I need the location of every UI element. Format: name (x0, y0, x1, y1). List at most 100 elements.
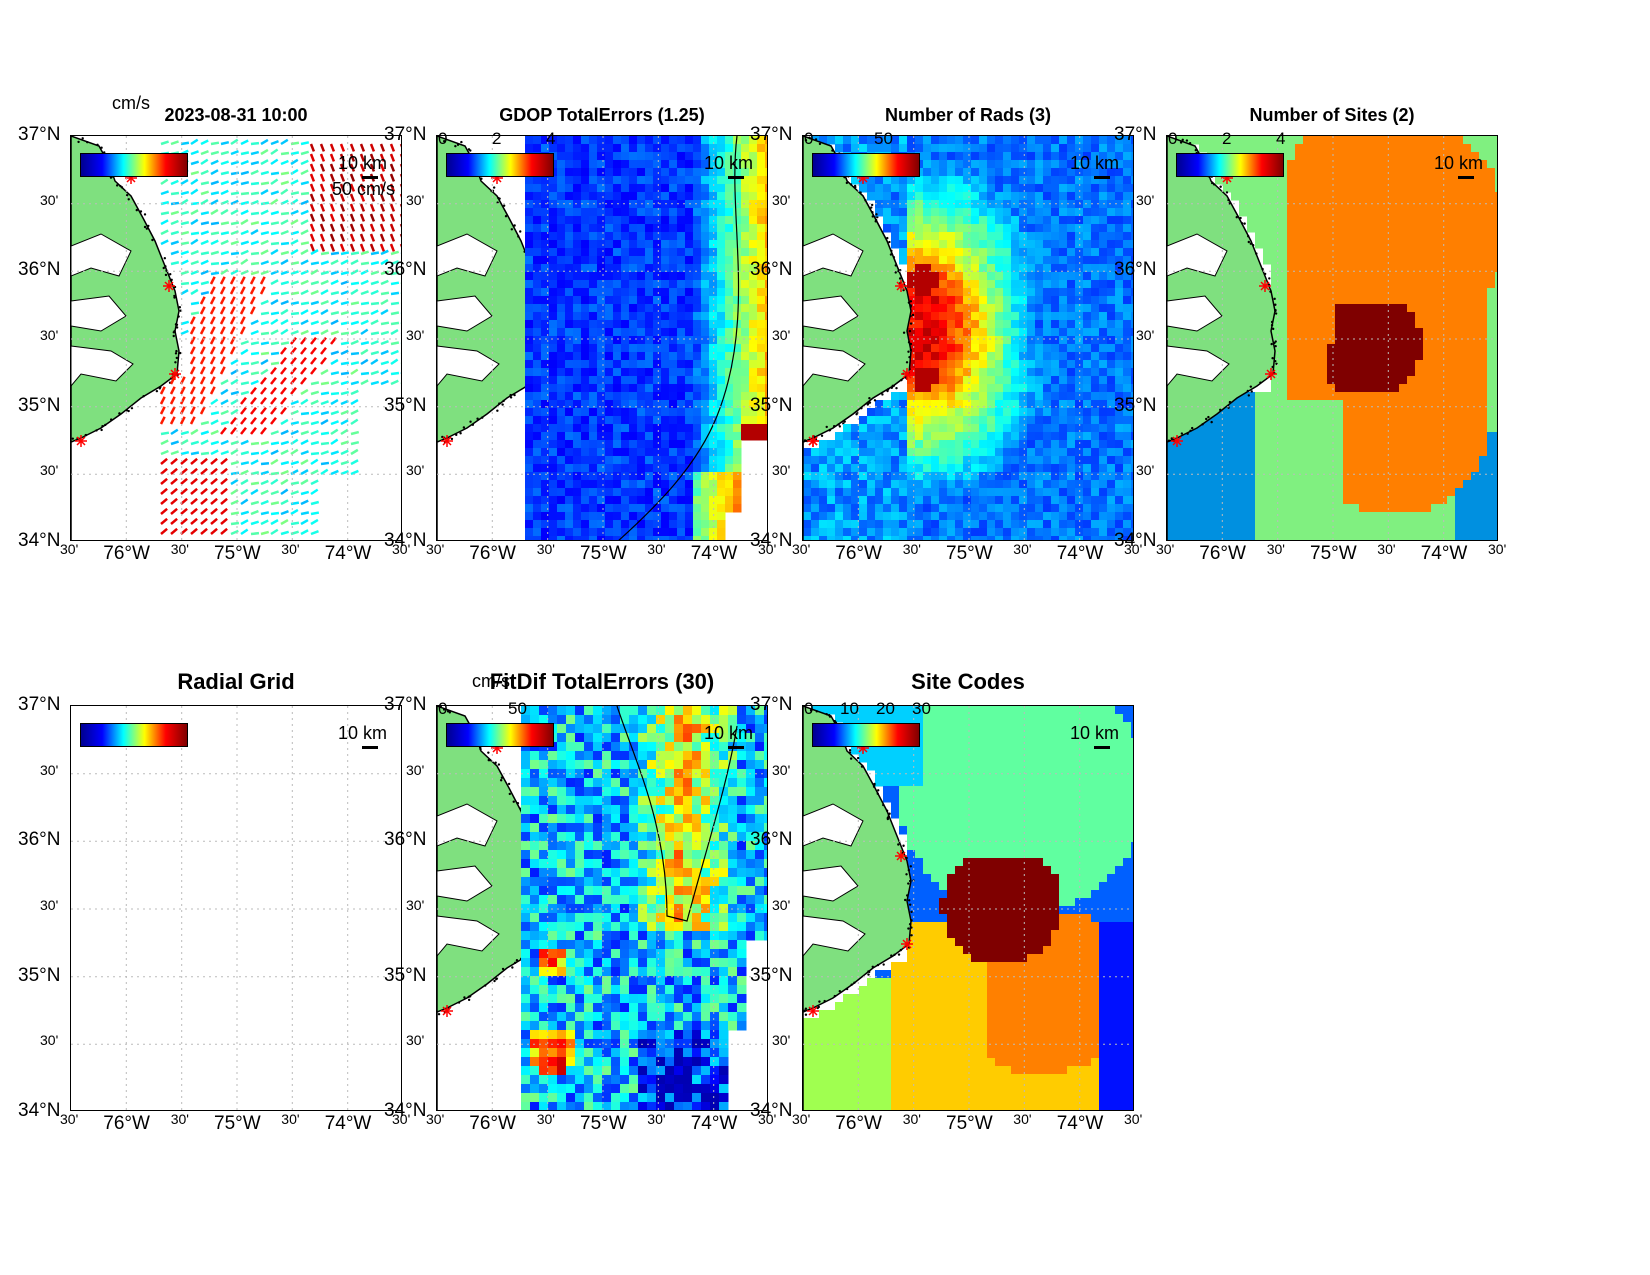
field-cell (883, 416, 892, 425)
field-cell (1003, 360, 1012, 369)
field-cell (1043, 384, 1052, 393)
field-cell (1011, 336, 1020, 345)
field-cell (1083, 448, 1092, 457)
field-cell (1019, 328, 1028, 337)
field-cell (605, 328, 614, 337)
field-cell (749, 368, 758, 377)
field-cell (605, 504, 614, 513)
field-cell (565, 360, 574, 369)
field-cell (533, 344, 542, 353)
field-cell (1375, 144, 1384, 153)
field-cell (1415, 144, 1424, 153)
velocity-arrow (280, 328, 289, 336)
field-cell (1083, 456, 1092, 465)
field-cell (589, 368, 598, 377)
field-cell (1011, 288, 1020, 297)
field-cell (891, 208, 900, 217)
field-cell (843, 440, 852, 449)
field-cell (1075, 448, 1084, 457)
velocity-arrow (220, 477, 228, 485)
field-cell (557, 504, 566, 513)
field-cell (843, 520, 852, 529)
field-cell (1075, 280, 1084, 289)
velocity-arrow (169, 396, 176, 405)
field-cell (693, 360, 702, 369)
field-cell (915, 320, 924, 329)
field-cell (899, 208, 908, 217)
field-cell (963, 224, 972, 233)
field-cell (525, 208, 534, 217)
field-cell (605, 312, 614, 321)
field-cell (1255, 200, 1264, 209)
field-cell (915, 416, 924, 425)
island-dot (71, 437, 74, 440)
field-cell (939, 288, 948, 297)
field-cell (915, 232, 924, 241)
field-cell (621, 176, 630, 185)
scale-label: 10 km (1070, 153, 1120, 173)
field-cell (1319, 152, 1328, 161)
field-cell (1075, 232, 1084, 241)
field-cell (1083, 248, 1092, 257)
velocity-arrow (320, 431, 330, 436)
field-cell (1115, 416, 1124, 425)
field-cell (987, 304, 996, 313)
field-cell (613, 496, 622, 505)
field-cell (1375, 168, 1384, 177)
field-cell (1123, 352, 1132, 361)
field-cell (1091, 472, 1100, 481)
field-cell (1487, 160, 1496, 169)
velocity-arrow (210, 180, 219, 186)
field-cell (1191, 136, 1200, 145)
field-cell (589, 424, 598, 433)
field-cell (581, 160, 590, 169)
field-cell (1255, 144, 1264, 153)
field-cell (1019, 488, 1028, 497)
field-cell (573, 144, 582, 153)
field-cell (653, 480, 662, 489)
field-cell (1075, 296, 1084, 305)
field-cell (1051, 496, 1060, 505)
field-cell (1059, 312, 1068, 321)
field-cell (725, 240, 734, 249)
field-cell (1091, 336, 1100, 345)
velocity-arrow (170, 527, 178, 535)
field-cell (987, 328, 996, 337)
field-cell (1003, 344, 1012, 353)
velocity-arrow (180, 259, 189, 266)
field-cell (637, 328, 646, 337)
velocity-arrow (340, 409, 349, 416)
field-cell (725, 280, 734, 289)
field-cell (1107, 496, 1116, 505)
field-cell (661, 392, 670, 401)
field-cell (1399, 208, 1408, 217)
field-cell (1035, 368, 1044, 377)
island-dot (509, 396, 513, 399)
field-cell (963, 280, 972, 289)
velocity-arrow (300, 398, 309, 406)
velocity-arrow (240, 160, 249, 166)
field-cell (947, 424, 956, 433)
field-cell (971, 328, 980, 337)
field-cell (621, 376, 630, 385)
field-cell (533, 304, 542, 313)
field-cell (1463, 144, 1472, 153)
field-cell (637, 488, 646, 497)
field-cell (1131, 192, 1133, 201)
velocity-arrow (219, 336, 226, 345)
field-cell (645, 304, 654, 313)
field-cell (1107, 240, 1116, 249)
field-cell (1131, 360, 1133, 369)
field-cell (1115, 136, 1124, 145)
field-cell (1035, 488, 1044, 497)
field-cell (621, 528, 630, 537)
field-cell (613, 288, 622, 297)
field-cell (1343, 168, 1352, 177)
field-cell (1439, 224, 1448, 233)
field-cell (835, 440, 844, 449)
field-cell (971, 272, 980, 281)
field-cell (835, 432, 844, 441)
field-cell (573, 344, 582, 353)
velocity-arrow (330, 450, 339, 456)
field-cell (979, 368, 988, 377)
